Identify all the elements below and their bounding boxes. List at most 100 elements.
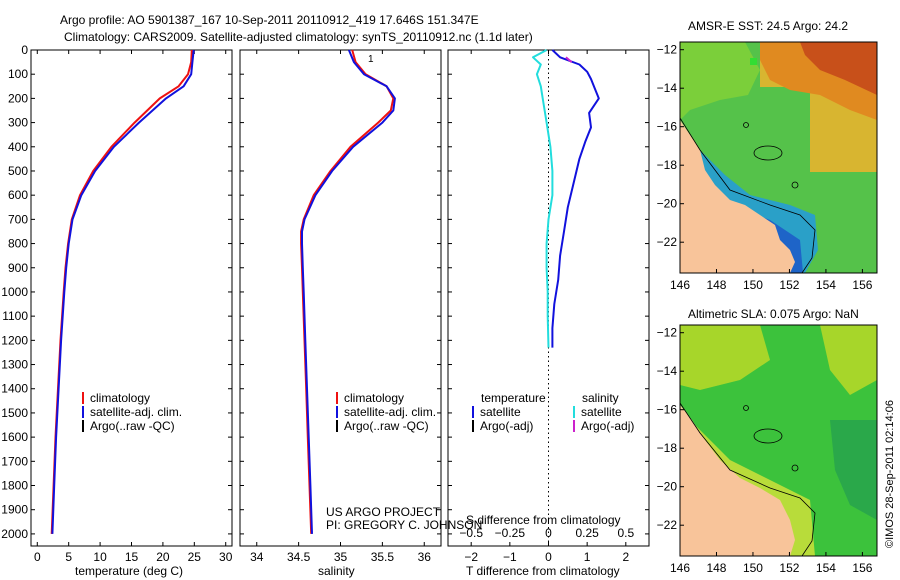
y-tick-label: 0	[21, 43, 28, 57]
sla-map-title: Altimetric SLA: 0.075 Argo: NaN	[688, 307, 859, 321]
s-tick-label: −0.25	[495, 526, 526, 540]
difference-legend: temperature salinity satellite Argo(-adj…	[472, 391, 634, 433]
y-tick-label: 700	[8, 212, 28, 226]
x-tick-label: 34	[250, 550, 264, 564]
legend-header-temperature: temperature	[481, 391, 546, 405]
sla-map-frame	[679, 324, 878, 557]
map-x-tick-label: 150	[743, 278, 763, 292]
y-tick-label: 1100	[2, 309, 28, 323]
map-y-tick-label: −18	[657, 441, 678, 455]
sst-map-title: AMSR-E SST: 24.5 Argo: 24.2	[688, 19, 848, 33]
y-tick-label: 1900	[1, 503, 28, 517]
y-tick-label: 500	[8, 164, 28, 178]
y-tick-label: 1200	[1, 333, 28, 347]
legend-header-salinity: salinity	[582, 391, 619, 405]
legend-label-argo: Argo(..raw -QC)	[90, 419, 175, 433]
chart-title-line1: Argo profile: AO 5901387_167 10-Sep-2011…	[60, 13, 479, 27]
map-x-tick-label: 148	[706, 561, 726, 575]
sst-land	[680, 120, 795, 273]
y-tick-label: 1500	[1, 406, 28, 420]
y-tick-label: 200	[8, 91, 28, 105]
y-tick-label: 1300	[1, 358, 28, 372]
map-y-tick-label: −18	[657, 158, 678, 172]
map-y-tick-label: −16	[657, 120, 678, 134]
x-tick-label: 1	[584, 550, 591, 564]
map-x-tick-label: 156	[852, 561, 872, 575]
legend-label-satellite: satellite-adj. clim.	[344, 405, 436, 419]
map-y-tick-label: −22	[657, 518, 678, 532]
map-x-tick-label: 146	[670, 561, 690, 575]
y-tick-label: 300	[8, 116, 28, 130]
temperature-legend: climatology satellite-adj. clim. Argo(..…	[82, 391, 182, 433]
map-x-tick-label: 152	[779, 278, 799, 292]
map-y-tick-label: −12	[657, 43, 678, 57]
x-tick-label: 34.5	[287, 550, 311, 564]
sla-map: Altimetric SLA: 0.075 Argo: NaN 146 148 15…	[657, 307, 878, 575]
y-tick-label: 1800	[1, 479, 28, 493]
x-tick-label: 25	[188, 550, 202, 564]
salinity-xlabel: salinity	[318, 564, 355, 578]
series-line-temperature-satellite	[551, 49, 600, 348]
sla-land	[680, 405, 795, 556]
sst-island	[743, 122, 749, 128]
legend-label-t-argo: Argo(-adj)	[480, 419, 533, 433]
sst-coastline	[680, 117, 816, 273]
legend-label-s-satellite: satellite	[581, 405, 622, 419]
x-tick-label: 15	[125, 550, 139, 564]
series-line-satellite-adj-clim-	[301, 49, 396, 534]
x-tick-label: 2	[622, 550, 629, 564]
series-line-climatology	[300, 49, 395, 534]
y-tick-label: 600	[8, 188, 28, 202]
sst-hottest-region	[800, 42, 877, 95]
salinity-axes-box	[239, 49, 442, 547]
difference-panel: −2 −1 0 1 2 −0.5 −0.25 0 0.25 0.5 S difference fr…	[447, 49, 650, 578]
salinity-annotation: 1	[368, 54, 374, 65]
x-tick-label: 36	[418, 550, 432, 564]
y-tick-label: 100	[8, 67, 28, 81]
x-tick-label: 20	[156, 550, 170, 564]
map-y-tick-label: −12	[657, 326, 678, 340]
x-tick-label: 30	[219, 550, 233, 564]
series-line-satellite-adj-clim-	[51, 49, 195, 534]
sla-reef	[753, 428, 783, 444]
sla-island	[791, 464, 799, 472]
map-y-tick-label: −20	[657, 480, 678, 494]
legend-label-t-satellite: satellite	[480, 405, 521, 419]
s-tick-label: 0.5	[617, 526, 634, 540]
sla-island	[743, 405, 749, 411]
y-tick-label: 900	[8, 261, 28, 275]
legend-label-s-argo: Argo(-adj)	[581, 419, 634, 433]
x-tick-label: 10	[93, 550, 107, 564]
map-y-tick-label: −14	[657, 364, 678, 378]
legend-label-climatology: climatology	[90, 391, 150, 405]
sst-reef	[753, 145, 783, 161]
map-x-tick-label: 154	[816, 278, 836, 292]
s-tick-label: 0	[545, 526, 552, 540]
y-tick-label: 1000	[1, 285, 28, 299]
x-tick-label: 35	[334, 550, 348, 564]
y-tick-label: 400	[8, 140, 28, 154]
legend-label-argo: Argo(..raw -QC)	[344, 419, 429, 433]
y-tick-label: 1700	[1, 454, 28, 468]
chart-title-line2: Climatology: CARS2009. Satellite-adjuste…	[64, 30, 533, 44]
salinity-panel: 34 34.5 35 35.5 36 1 salinity climatology sa…	[239, 49, 482, 578]
map-x-tick-label: 146	[670, 278, 690, 292]
x-tick-label: 35.5	[371, 550, 395, 564]
x-tick-label: 5	[65, 550, 72, 564]
sla-mid-region	[830, 420, 877, 520]
series-line-climatology	[50, 49, 193, 534]
map-x-tick-label: 154	[816, 561, 836, 575]
y-tick-label: 1400	[1, 382, 28, 396]
x-tick-label: −1	[503, 550, 517, 564]
s-tick-label: −0.5	[459, 526, 483, 540]
map-x-tick-label: 156	[852, 278, 872, 292]
y-tick-label: 800	[8, 237, 28, 251]
temperature-xlabel: temperature (deg C)	[75, 564, 183, 578]
y-tick-label: 2000	[1, 527, 28, 541]
sst-island	[791, 181, 799, 189]
legend-label-satellite: satellite-adj. clim.	[90, 405, 182, 419]
s-tick-label: 0.25	[575, 526, 599, 540]
map-y-tick-label: −22	[657, 235, 678, 249]
sst-map: AMSR-E SST: 24.5 Argo: 24.2 146 148 150 152…	[657, 19, 878, 292]
map-y-tick-label: −16	[657, 403, 678, 417]
